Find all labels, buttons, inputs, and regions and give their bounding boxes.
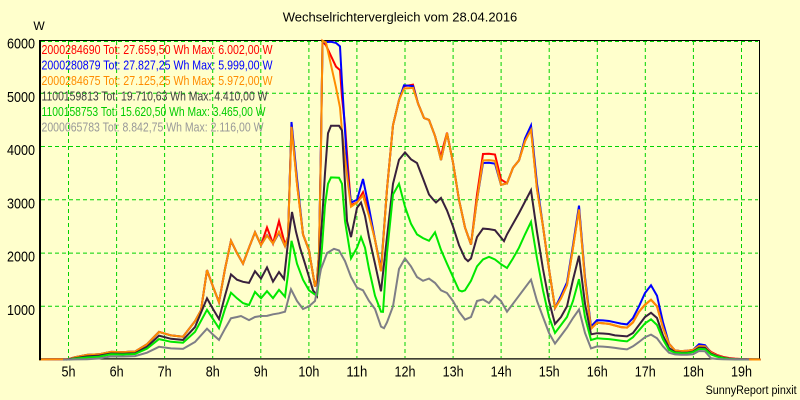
svg-text:Wechselrichtervergleich vom 28: Wechselrichtervergleich vom 28.04.2016	[283, 10, 518, 25]
svg-text:9h: 9h	[254, 364, 268, 381]
svg-text:6000: 6000	[7, 36, 35, 53]
svg-text:12h: 12h	[395, 364, 416, 381]
svg-text:5000: 5000	[7, 89, 35, 106]
svg-text:10h: 10h	[298, 364, 319, 381]
svg-text:3000: 3000	[7, 195, 35, 212]
svg-text:13h: 13h	[443, 364, 464, 381]
svg-text:1000: 1000	[7, 302, 35, 319]
svg-text:1100158753 Tot: 15.620,50 Wh M: 1100158753 Tot: 15.620,50 Wh Max: 3.465,…	[42, 104, 267, 119]
svg-text:5h: 5h	[62, 364, 76, 381]
svg-text:2000065783 Tot: 8.842,75 Wh Ma: 2000065783 Tot: 8.842,75 Wh Max: 2.116,0…	[42, 120, 265, 135]
svg-text:4000: 4000	[7, 142, 35, 159]
svg-text:14h: 14h	[491, 364, 512, 381]
svg-text:2000284690 Tot: 27.659,50 Wh M: 2000284690 Tot: 27.659,50 Wh Max: 6.002,…	[42, 42, 274, 57]
svg-text:2000280879 Tot: 27.827,25 Wh M: 2000280879 Tot: 27.827,25 Wh Max: 5.999,…	[42, 58, 274, 73]
svg-text:2000: 2000	[7, 249, 35, 266]
svg-text:SunnyReport pinxit: SunnyReport pinxit	[706, 385, 798, 397]
svg-text:19h: 19h	[731, 364, 752, 381]
svg-text:1100159813 Tot: 19.710,63 Wh M: 1100159813 Tot: 19.710,63 Wh Max: 4.410,…	[42, 89, 269, 104]
svg-text:15h: 15h	[539, 364, 560, 381]
svg-text:11h: 11h	[346, 364, 367, 381]
svg-text:16h: 16h	[587, 364, 608, 381]
svg-text:18h: 18h	[683, 364, 704, 381]
svg-text:8h: 8h	[206, 364, 220, 381]
svg-text:W: W	[33, 19, 45, 33]
svg-text:2000284675 Tot: 27.125,25 Wh M: 2000284675 Tot: 27.125,25 Wh Max: 5.972,…	[42, 73, 274, 88]
svg-text:17h: 17h	[635, 364, 656, 381]
svg-text:7h: 7h	[158, 364, 172, 381]
svg-text:6h: 6h	[110, 364, 124, 381]
